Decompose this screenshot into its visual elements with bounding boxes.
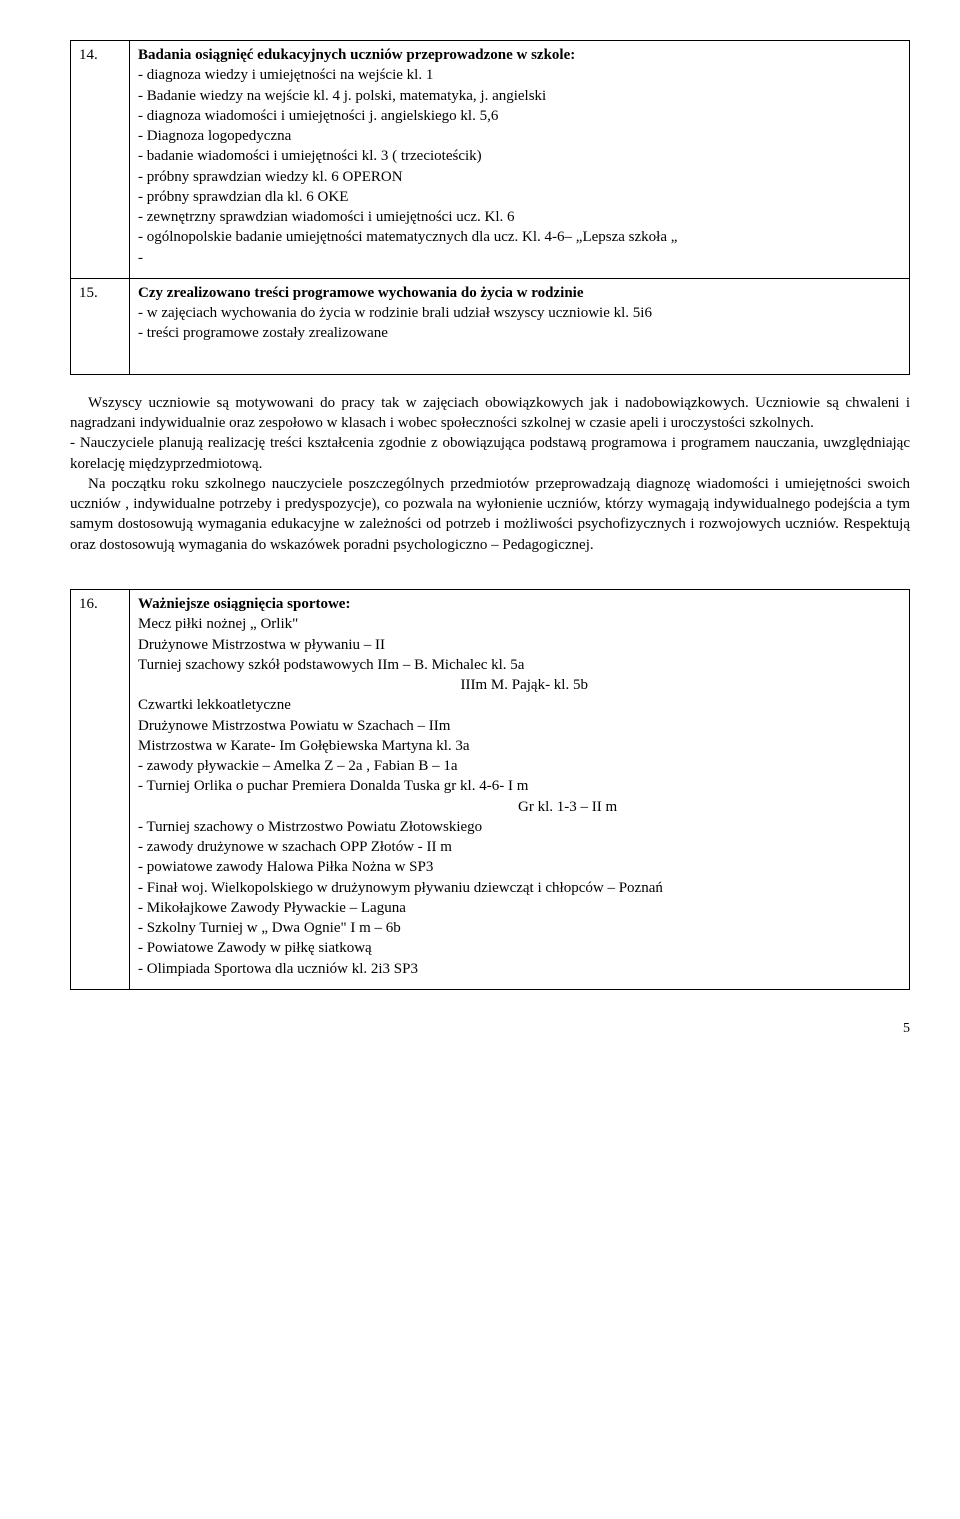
page-number: 5 — [70, 1020, 910, 1039]
list-item: - diagnoza wiadomości i umiejętności j. … — [138, 106, 901, 126]
row-title: Czy zrealizowano treści programowe wycho… — [138, 285, 584, 301]
list-item: IIIm M. Pająk- kl. 5b — [138, 675, 901, 695]
row-title: Ważniejsze osiągnięcia sportowe: — [138, 596, 350, 612]
list-item: Czwartki lekkoatletyczne — [138, 695, 901, 715]
list-item: Turniej szachowy szkół podstawowych IIm … — [138, 655, 901, 675]
list-item: - zawody drużynowe w szachach OPP Złotów… — [138, 837, 901, 857]
table-row: 16. Ważniejsze osiągnięcia sportowe: Mec… — [71, 590, 910, 990]
list-item: - Mikołajkowe Zawody Pływackie – Laguna — [138, 898, 901, 918]
list-item: - Powiatowe Zawody w piłkę siatkową — [138, 938, 901, 958]
list-item: - ogólnopolskie badanie umiejętności mat… — [138, 227, 901, 247]
table-row: 15. Czy zrealizowano treści programowe w… — [71, 278, 910, 374]
row-number-16: 16. — [71, 590, 130, 990]
list-item: - treści programowe zostały zrealizowane — [138, 323, 901, 343]
list-item: - diagnoza wiedzy i umiejętności na wejś… — [138, 65, 901, 85]
table-1: 14. Badania osiągnięć edukacyjnych uczni… — [70, 40, 910, 375]
list-item: Gr kl. 1-3 – II m — [138, 797, 901, 817]
row-content-14: Badania osiągnięć edukacyjnych uczniów p… — [130, 41, 910, 279]
paragraph-text: Na początku roku szkolnego nauczyciele p… — [70, 476, 910, 553]
row-content-16: Ważniejsze osiągnięcia sportowe: Mecz pi… — [130, 590, 910, 990]
row-content-15: Czy zrealizowano treści programowe wycho… — [130, 278, 910, 374]
list-item: - — [138, 248, 901, 268]
paragraph-text: - Nauczyciele planują realizację treści … — [70, 435, 910, 471]
list-item: - Szkolny Turniej w „ Dwa Ognie" I m – 6… — [138, 918, 901, 938]
list-item: - Finał woj. Wielkopolskiego w drużynowy… — [138, 878, 901, 898]
list-item: - Turniej Orlika o puchar Premiera Donal… — [138, 776, 901, 796]
paragraph-1: Wszyscy uczniowie są motywowani do pracy… — [70, 393, 910, 555]
list-item: - próbny sprawdzian wiedzy kl. 6 OPERON — [138, 167, 901, 187]
list-item: Drużynowe Mistrzostwa w pływaniu – II — [138, 635, 901, 655]
list-item: - zewnętrzny sprawdzian wiadomości i umi… — [138, 207, 901, 227]
row-number-15: 15. — [71, 278, 130, 374]
table-row: 14. Badania osiągnięć edukacyjnych uczni… — [71, 41, 910, 279]
table-2: 16. Ważniejsze osiągnięcia sportowe: Mec… — [70, 589, 910, 990]
list-item: - Olimpiada Sportowa dla uczniów kl. 2i3… — [138, 959, 901, 979]
list-item: - powiatowe zawody Halowa Piłka Nożna w … — [138, 857, 901, 877]
list-item: - Badanie wiedzy na wejście kl. 4 j. pol… — [138, 86, 901, 106]
list-item: - w zajęciach wychowania do życia w rodz… — [138, 303, 901, 323]
list-item: Mecz piłki nożnej „ Orlik" — [138, 614, 901, 634]
row-number-14: 14. — [71, 41, 130, 279]
row-title: Badania osiągnięć edukacyjnych uczniów p… — [138, 47, 575, 63]
list-item: Mistrzostwa w Karate- Im Gołębiewska Mar… — [138, 736, 901, 756]
list-item: Drużynowe Mistrzostwa Powiatu w Szachach… — [138, 716, 901, 736]
list-item: - Diagnoza logopedyczna — [138, 126, 901, 146]
list-item: - zawody pływackie – Amelka Z – 2a , Fab… — [138, 756, 901, 776]
list-item: - próbny sprawdzian dla kl. 6 OKE — [138, 187, 901, 207]
paragraph-text: Wszyscy uczniowie są motywowani do pracy… — [70, 393, 910, 434]
list-item: - badanie wiadomości i umiejętności kl. … — [138, 146, 901, 166]
list-item: - Turniej szachowy o Mistrzostwo Powiatu… — [138, 817, 901, 837]
